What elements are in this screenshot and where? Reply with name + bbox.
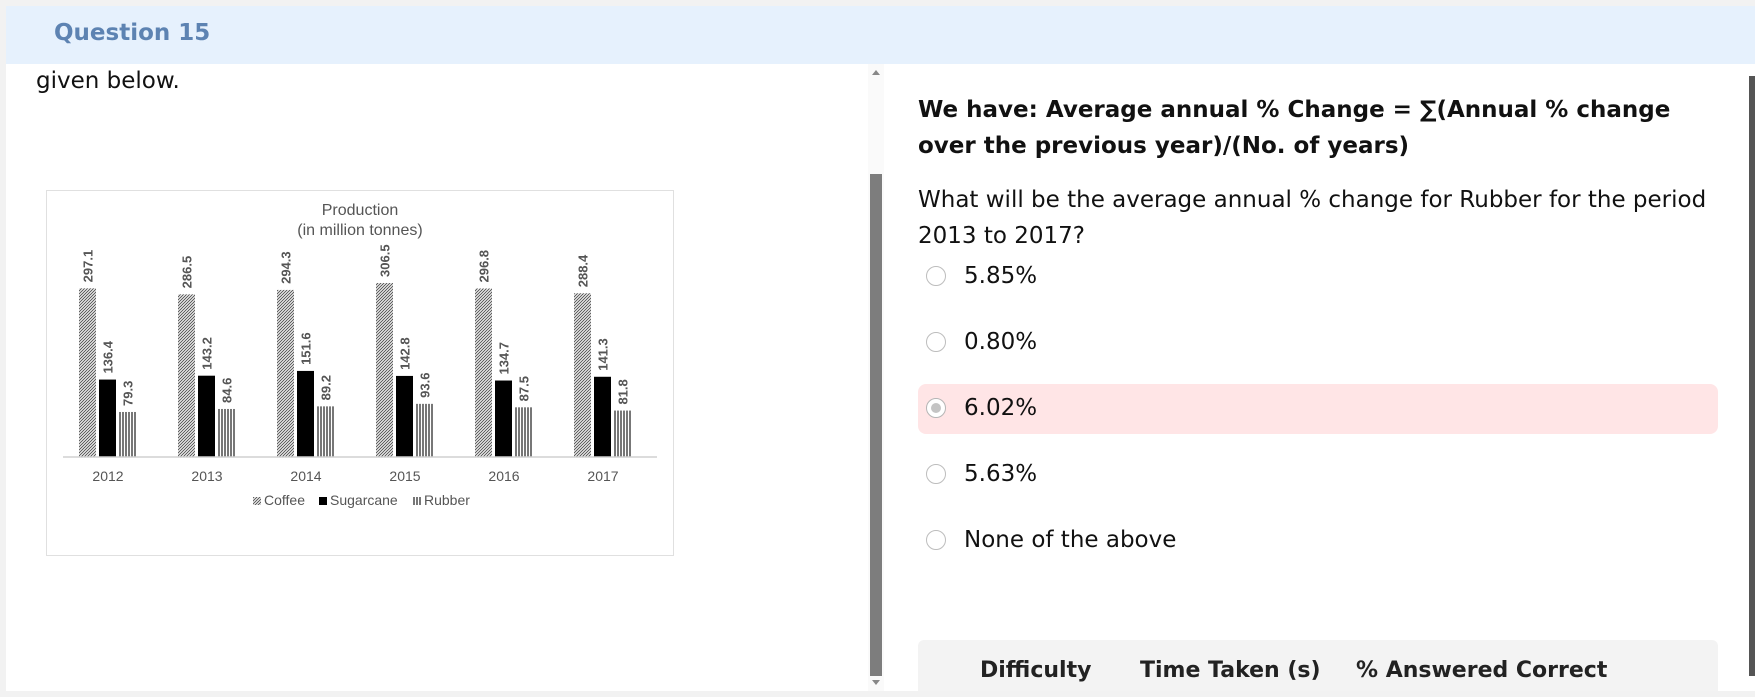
bar-sugarcane-2016 bbox=[495, 380, 512, 457]
bar-coffee-2012 bbox=[79, 288, 96, 457]
option-label: None of the above bbox=[964, 527, 1177, 553]
data-label-rubber-2017: 81.8 bbox=[616, 379, 631, 404]
chart-subtitle: (in million tonnes) bbox=[297, 222, 422, 239]
explanation-text: We have: Average annual % Change = ∑(Ann… bbox=[918, 97, 1671, 159]
passage-text: given below. bbox=[36, 68, 180, 94]
stat-difficulty: Difficulty bbox=[980, 658, 1092, 683]
option-2[interactable]: 0.80% bbox=[918, 318, 1718, 368]
legend-label-rubber: Rubber bbox=[424, 492, 470, 508]
radio-icon[interactable] bbox=[926, 464, 946, 484]
legend-swatch-sugarcane bbox=[319, 497, 327, 505]
option-label: 5.63% bbox=[964, 461, 1038, 487]
bar-rubber-2017 bbox=[614, 410, 631, 457]
data-label-rubber-2014: 89.2 bbox=[319, 375, 334, 400]
data-label-rubber-2012: 79.3 bbox=[121, 381, 136, 406]
bar-coffee-2017 bbox=[574, 293, 591, 457]
data-label-coffee-2013: 286.5 bbox=[180, 256, 195, 289]
right-scrollbar[interactable] bbox=[1749, 64, 1755, 691]
radio-icon[interactable] bbox=[926, 530, 946, 550]
x-tick-label-2012: 2012 bbox=[92, 468, 123, 484]
data-label-sugarcane-2014: 151.6 bbox=[299, 332, 314, 365]
chart-title: Production bbox=[322, 202, 399, 219]
x-tick-label-2016: 2016 bbox=[488, 468, 519, 484]
data-label-coffee-2017: 288.4 bbox=[576, 254, 591, 287]
x-tick-label-2014: 2014 bbox=[290, 468, 321, 484]
bar-rubber-2014 bbox=[317, 406, 334, 457]
legend-swatch-coffee bbox=[253, 497, 261, 505]
bar-sugarcane-2013 bbox=[198, 375, 215, 457]
production-chart: Production (in million tonnes) 297.1 136.4 7… bbox=[46, 190, 674, 556]
x-tick-label-2017: 2017 bbox=[587, 468, 618, 484]
bar-coffee-2013 bbox=[178, 294, 195, 457]
option-5[interactable]: None of the above bbox=[918, 516, 1718, 566]
stat-answered-correct: % Answered Correct bbox=[1356, 658, 1608, 683]
app-frame: Question 15 given below. Production (in m… bbox=[6, 6, 1755, 691]
bar-sugarcane-2014 bbox=[297, 370, 314, 457]
legend-swatch-rubber bbox=[413, 497, 421, 505]
data-label-sugarcane-2016: 134.7 bbox=[497, 342, 512, 375]
option-label: 6.02% bbox=[964, 395, 1038, 421]
bar-sugarcane-2012 bbox=[99, 379, 116, 457]
data-label-sugarcane-2013: 143.2 bbox=[200, 337, 215, 370]
data-label-rubber-2015: 93.6 bbox=[418, 373, 433, 398]
bar-sugarcane-2015 bbox=[396, 375, 413, 457]
radio-selected-icon[interactable] bbox=[926, 398, 946, 418]
pane-splitter-scrollbar[interactable] bbox=[868, 64, 884, 691]
question-header: Question 15 bbox=[6, 6, 1755, 64]
chart-svg: Production (in million tonnes) 297.1 136.4 7… bbox=[63, 202, 657, 508]
option-3-selected[interactable]: 6.02% bbox=[918, 384, 1718, 434]
data-label-coffee-2015: 306.5 bbox=[378, 244, 393, 277]
data-label-rubber-2013: 84.6 bbox=[220, 378, 235, 403]
bar-rubber-2012 bbox=[119, 411, 136, 457]
answer-options: 5.85% 0.80% 6.02% 5.63% None of the abov… bbox=[918, 252, 1718, 582]
data-label-rubber-2016: 87.5 bbox=[517, 376, 532, 401]
option-4[interactable]: 5.63% bbox=[918, 450, 1718, 500]
question-stats: Difficulty Time Taken (s) % Answered Cor… bbox=[918, 640, 1718, 691]
scroll-up-arrow-icon[interactable] bbox=[872, 70, 880, 75]
data-label-coffee-2016: 296.8 bbox=[477, 250, 492, 283]
option-label: 5.85% bbox=[964, 263, 1038, 289]
question-text: What will be the average annual % change… bbox=[918, 187, 1707, 249]
bar-rubber-2015 bbox=[416, 403, 433, 457]
option-1[interactable]: 5.85% bbox=[918, 252, 1718, 302]
question-passage-pane: given below. Production (in million tonne… bbox=[6, 64, 868, 691]
bar-coffee-2014 bbox=[277, 289, 294, 457]
option-label: 0.80% bbox=[964, 329, 1038, 355]
bar-rubber-2016 bbox=[515, 407, 532, 457]
data-label-coffee-2014: 294.3 bbox=[279, 251, 294, 284]
bar-sugarcane-2017 bbox=[594, 376, 611, 457]
bar-rubber-2013 bbox=[218, 408, 235, 457]
stat-time-taken: Time Taken (s) bbox=[1140, 658, 1321, 683]
legend-label-sugarcane: Sugarcane bbox=[330, 492, 398, 508]
right-scrollbar-thumb[interactable] bbox=[1749, 76, 1755, 676]
radio-icon[interactable] bbox=[926, 332, 946, 352]
radio-icon[interactable] bbox=[926, 266, 946, 286]
question-number: Question 15 bbox=[54, 20, 211, 46]
data-label-coffee-2012: 297.1 bbox=[81, 250, 96, 283]
data-label-sugarcane-2015: 142.8 bbox=[398, 337, 413, 370]
data-label-sugarcane-2017: 141.3 bbox=[596, 338, 611, 371]
x-tick-label-2013: 2013 bbox=[191, 468, 222, 484]
legend-label-coffee: Coffee bbox=[264, 492, 305, 508]
scroll-down-arrow-icon[interactable] bbox=[872, 680, 880, 685]
scrollbar-thumb[interactable] bbox=[870, 174, 882, 676]
data-label-sugarcane-2012: 136.4 bbox=[101, 340, 116, 373]
bar-coffee-2016 bbox=[475, 288, 492, 457]
answer-pane: We have: Average annual % Change = ∑(Ann… bbox=[884, 64, 1755, 691]
x-tick-label-2015: 2015 bbox=[389, 468, 420, 484]
bar-coffee-2015 bbox=[376, 282, 393, 457]
